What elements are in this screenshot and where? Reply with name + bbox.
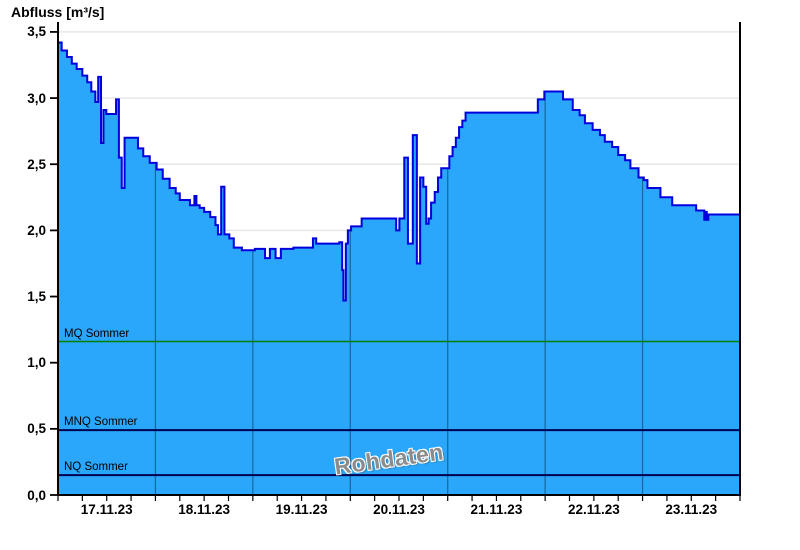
ref-line-label: NQ Sommer bbox=[64, 461, 128, 474]
y-tick-label: 0,5 bbox=[27, 421, 46, 437]
x-tick-label: 21.11.23 bbox=[470, 502, 523, 517]
x-tick-label: 18.11.23 bbox=[178, 502, 231, 517]
ref-line-label: MQ Sommer bbox=[64, 327, 130, 340]
x-tick-label: 19.11.23 bbox=[275, 502, 328, 517]
discharge-line bbox=[58, 41, 740, 302]
y-tick-label: 1,5 bbox=[27, 289, 46, 305]
y-tick-label: 2,5 bbox=[27, 156, 46, 172]
chart-title: Abfluss [m³/s] bbox=[11, 4, 105, 20]
x-tick-label: 20.11.23 bbox=[373, 502, 425, 517]
y-tick-label: 0,0 bbox=[27, 487, 46, 503]
discharge-area bbox=[58, 42, 740, 495]
y-tick-label: 3,5 bbox=[27, 24, 46, 40]
ref-line-label: MNQ Sommer bbox=[64, 416, 138, 429]
x-tick-label: 23.11.23 bbox=[665, 502, 718, 517]
y-tick-label: 1,0 bbox=[27, 355, 46, 371]
x-tick-label: 17.11.23 bbox=[80, 502, 133, 517]
y-tick-label: 2,0 bbox=[27, 222, 46, 238]
plot-area bbox=[50, 22, 741, 501]
y-tick-label: 3,0 bbox=[27, 90, 46, 106]
x-tick-label: 22.11.23 bbox=[567, 502, 620, 517]
